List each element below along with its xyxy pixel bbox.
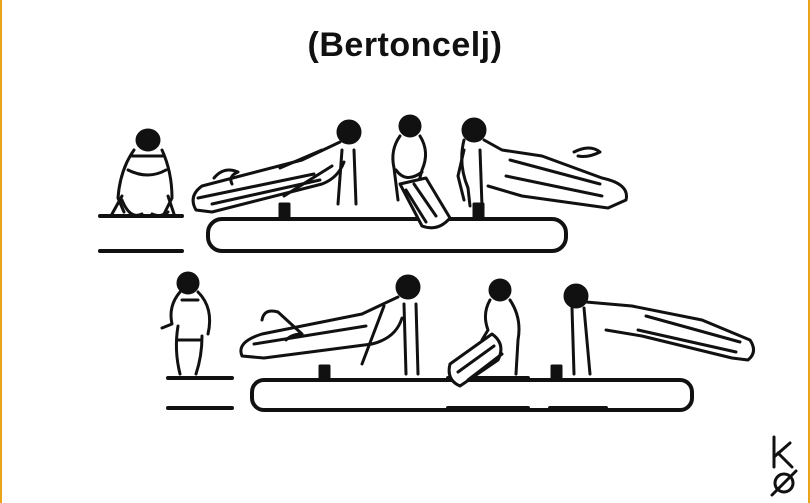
gymnast-figure-7 (447, 278, 521, 388)
pommel-horse (250, 378, 694, 412)
top-row (98, 114, 628, 253)
gymnast-figure-5 (160, 271, 212, 376)
gymnast-figure-1 (110, 128, 176, 218)
pommel (278, 202, 291, 221)
bottom-row (160, 271, 755, 412)
gymnast-figure-4 (456, 117, 628, 210)
pommel (318, 364, 331, 382)
diagram-title: (Bertoncelj) (307, 26, 503, 64)
gymnast-figure-3 (391, 114, 452, 230)
gymnast-figure-6 (239, 274, 421, 376)
gymnast-figure-8 (563, 283, 755, 376)
brand-logo-icon (770, 435, 798, 497)
pommel (472, 202, 485, 221)
pommel-horse (206, 217, 568, 253)
gymnast-figure-2 (191, 119, 362, 214)
pommel (550, 364, 563, 382)
